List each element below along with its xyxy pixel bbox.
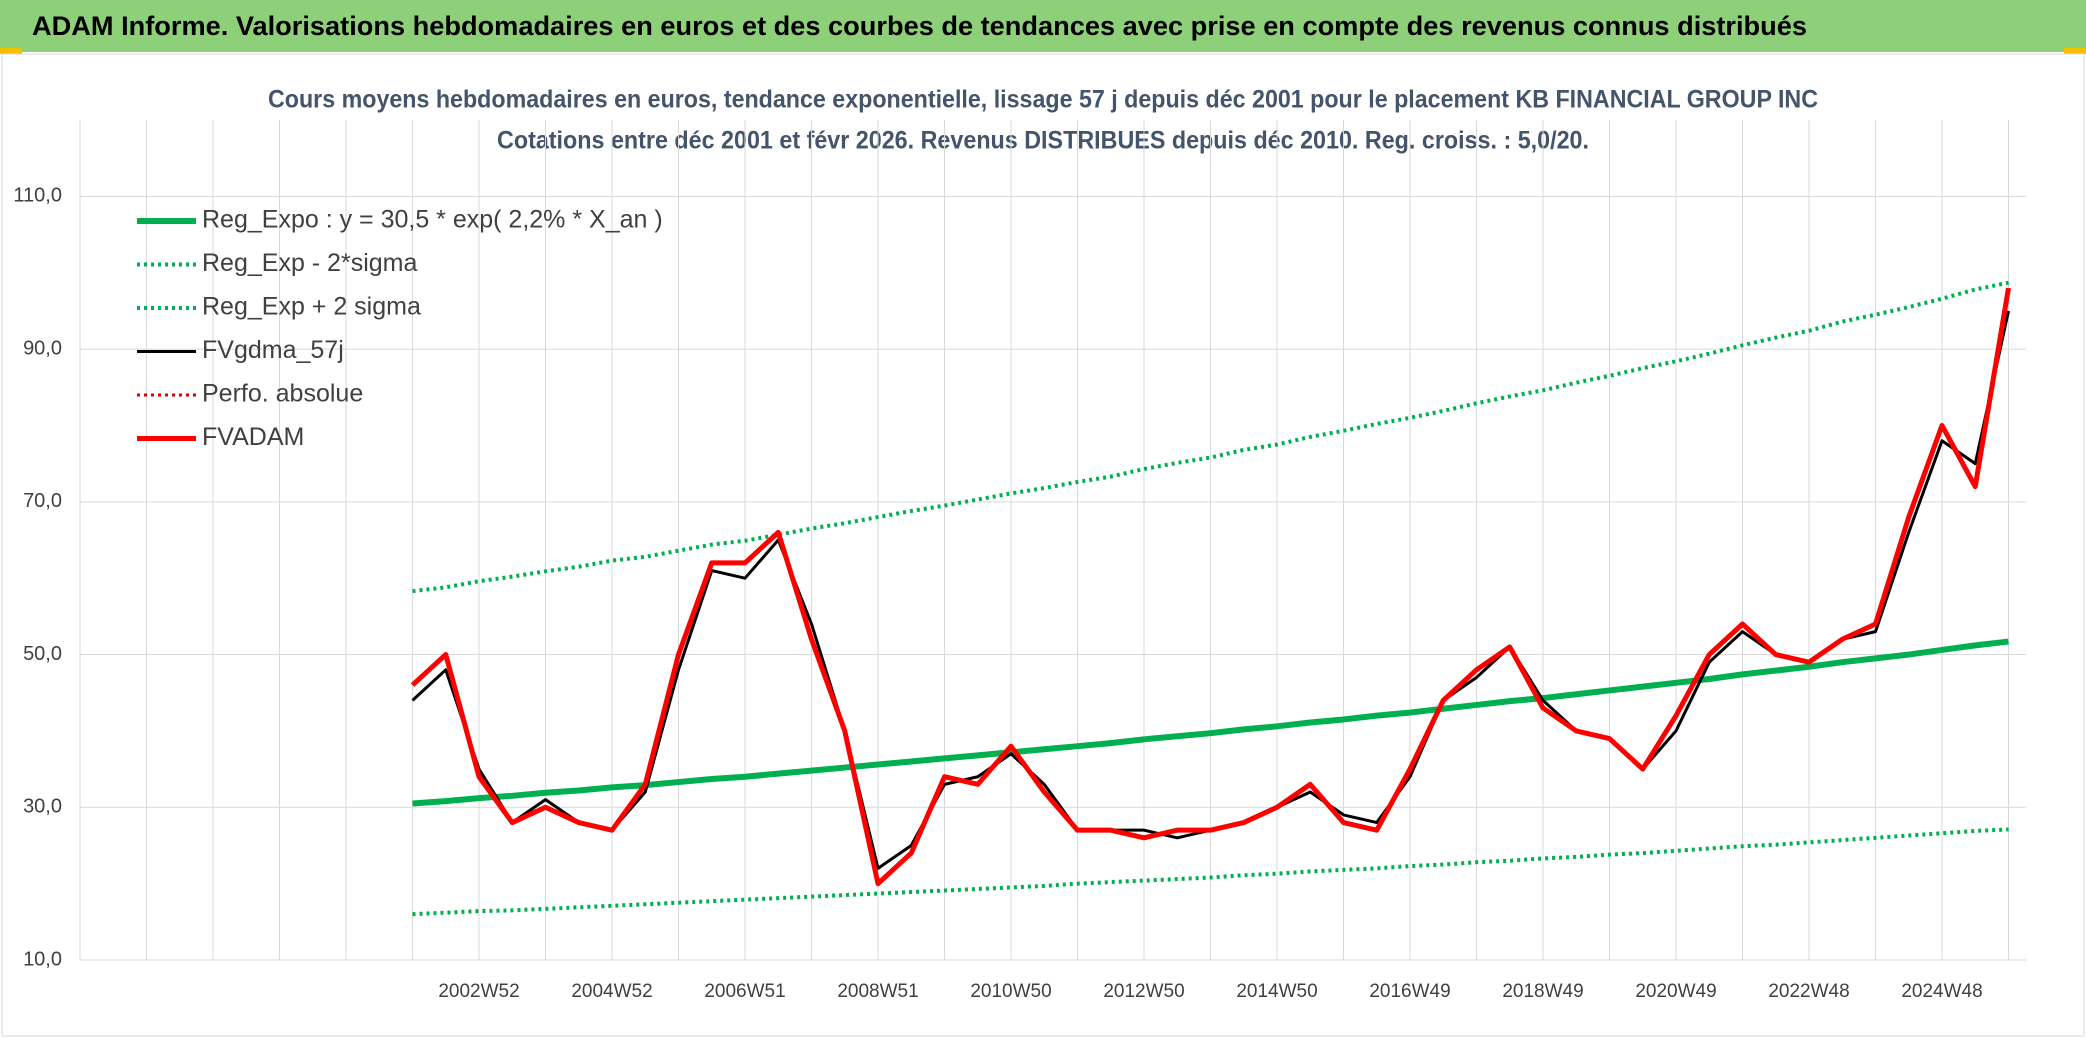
plot-area: 10,0 30,0 50,0 70,0 90,0 110,0 2002W52 2004W52 2… bbox=[13, 120, 2026, 1002]
x-tick-label: 2020W49 bbox=[1635, 981, 1716, 1002]
series-line bbox=[410, 287, 2011, 887]
legend-label: Reg_Exp + 2 sigma bbox=[202, 293, 421, 321]
x-tick-label: 2010W50 bbox=[970, 981, 1051, 1002]
legend-label: FVgdma_57j bbox=[202, 336, 344, 364]
header-bar bbox=[0, 0, 2086, 52]
y-tick-label: 90,0 bbox=[23, 337, 62, 359]
series-line bbox=[412, 280, 2009, 594]
x-tick-label: 2008W51 bbox=[837, 981, 918, 1002]
series-line bbox=[412, 638, 2009, 807]
y-tick-label: 110,0 bbox=[13, 185, 62, 207]
x-tick-label: 2014W50 bbox=[1236, 981, 1317, 1002]
x-tick-label: 2022W48 bbox=[1768, 981, 1849, 1002]
x-tick-label: 2024W48 bbox=[1901, 981, 1982, 1002]
corner-mark bbox=[0, 48, 22, 54]
y-tick-label: 70,0 bbox=[23, 490, 62, 512]
legend-label: Perfo. absolue bbox=[202, 380, 363, 408]
chart-subtitle: Cotations entre déc 2001 et févr 2026. R… bbox=[497, 127, 1589, 155]
y-tick-label: 50,0 bbox=[23, 643, 62, 665]
legend-label: FVADAM bbox=[202, 423, 304, 451]
y-tick-label: 30,0 bbox=[23, 796, 62, 818]
corner-mark bbox=[2064, 48, 2086, 54]
chart-title: Cours moyens hebdomadaires en euros, ten… bbox=[268, 86, 1818, 114]
chart-frame bbox=[1, 53, 2085, 1037]
y-tick-label: 10,0 bbox=[23, 948, 62, 970]
legend-label: Reg_Expo : y = 30,5 * exp( 2,2% * X_an ) bbox=[202, 206, 663, 234]
legend-label: Reg_Exp - 2*sigma bbox=[202, 249, 417, 277]
x-tick-label: 2018W49 bbox=[1502, 981, 1583, 1002]
x-tick-label: 2002W52 bbox=[438, 981, 519, 1002]
x-tick-label: 2004W52 bbox=[571, 981, 652, 1002]
x-tick-label: 2016W49 bbox=[1369, 981, 1450, 1002]
header-title: ADAM Informe. Valorisations hebdomadaire… bbox=[32, 11, 1807, 41]
x-tick-label: 2012W50 bbox=[1103, 981, 1184, 1002]
x-tick-label: 2006W51 bbox=[704, 981, 785, 1002]
series-line bbox=[412, 827, 2009, 917]
